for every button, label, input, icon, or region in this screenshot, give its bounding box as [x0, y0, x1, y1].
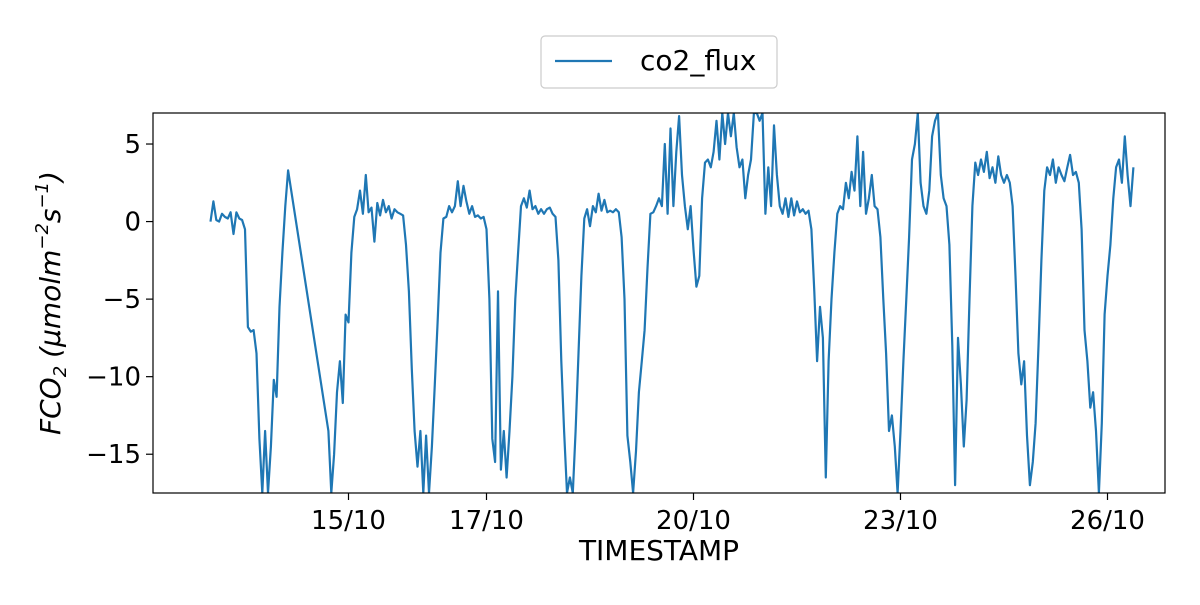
x-tick-label: 17/10	[449, 506, 524, 536]
y-axis-label-sup2: −1	[32, 182, 53, 209]
legend-box	[540, 35, 778, 89]
x-axis-label: TIMESTAMP	[578, 534, 739, 567]
y-tick-label: 5	[124, 130, 141, 160]
y-axis-label-base: FCO	[34, 377, 67, 435]
y-axis-label-sub: 2	[50, 366, 71, 377]
y-tick-label: −5	[103, 285, 141, 315]
y-axis-label-sup1: −2	[32, 223, 53, 250]
series-line-co2-flux	[209, 113, 1135, 493]
y-axis-label-mid: s	[34, 208, 67, 223]
x-tick-label: 23/10	[863, 506, 938, 536]
plot-frame	[152, 112, 1166, 494]
x-axis-ticks: 15/10 17/10 20/10 23/10 26/10	[311, 493, 1145, 536]
y-axis-label-unit-close: )	[34, 171, 67, 184]
y-tick-label: −15	[86, 440, 141, 470]
legend: co2_flux	[540, 35, 778, 89]
y-tick-label: 0	[124, 208, 141, 238]
y-tick-label: −10	[86, 363, 141, 393]
x-tick-label: 15/10	[311, 506, 386, 536]
x-tick-label: 20/10	[656, 506, 731, 536]
y-axis-ticks: 5 0 −5 −10 −15	[86, 130, 153, 470]
y-axis-label: FCO2 (μmolm−2s−1)	[32, 171, 71, 435]
y-axis-label-unit-open: (μmolm	[34, 250, 67, 358]
x-tick-label: 26/10	[1070, 506, 1145, 536]
legend-label-co2-flux: co2_flux	[640, 44, 756, 77]
